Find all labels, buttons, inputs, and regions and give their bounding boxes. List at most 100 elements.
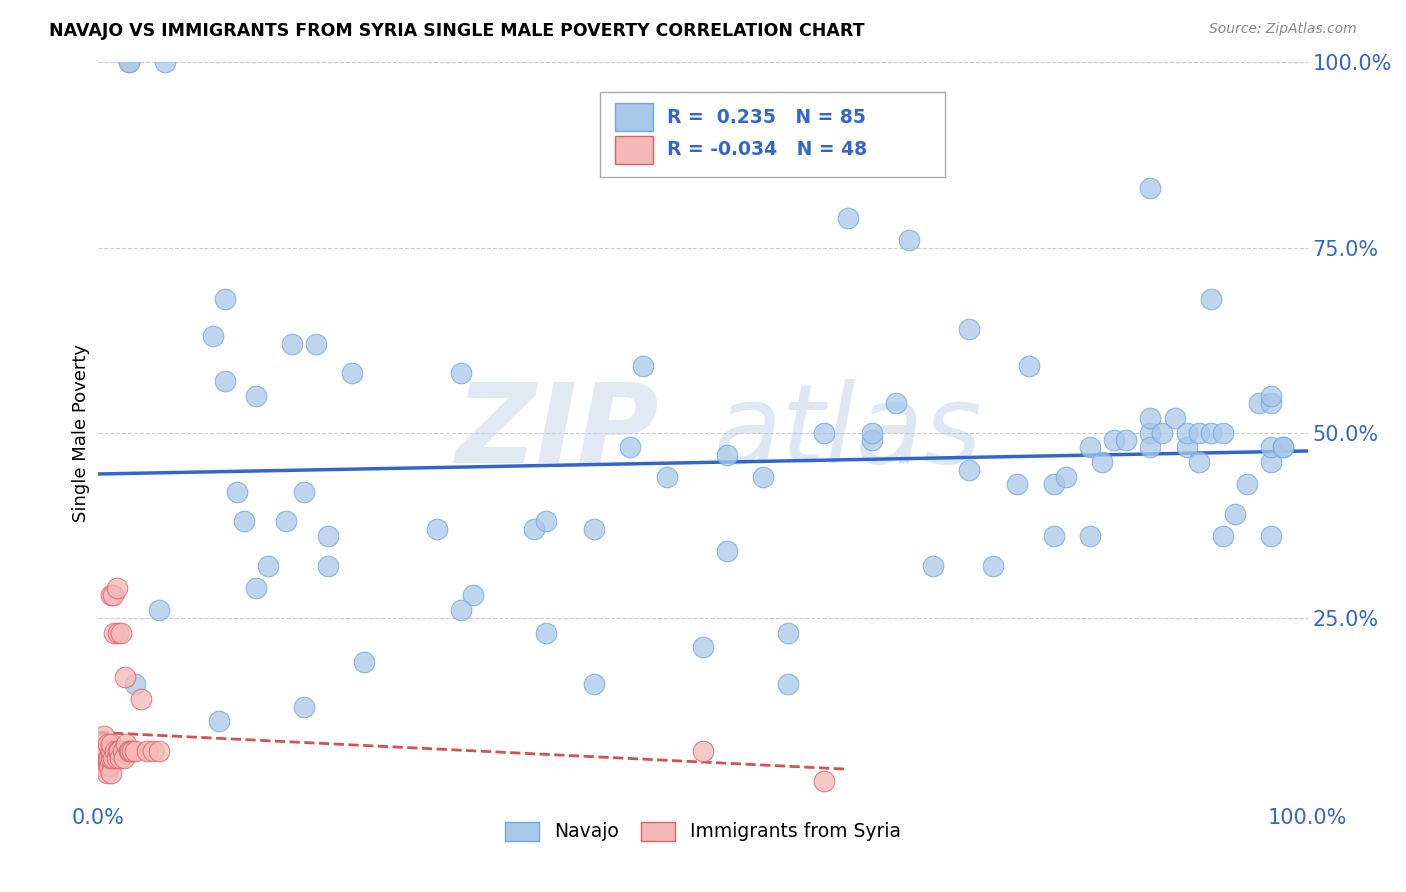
Point: [105, 581, 128, 595]
Point: [981, 558, 1004, 573]
Text: ZIP: ZIP: [456, 379, 659, 486]
Point: [107, 625, 129, 640]
Point: [1163, 410, 1185, 425]
Point: [776, 677, 799, 691]
Point: [100, 737, 122, 751]
Point: [1007, 477, 1029, 491]
Point: [101, 751, 124, 765]
Point: [232, 515, 254, 529]
Point: [1018, 359, 1040, 373]
Point: [91, 751, 114, 765]
Point: [1091, 455, 1114, 469]
Point: [1212, 425, 1234, 440]
Point: [957, 462, 980, 476]
Point: [114, 670, 136, 684]
Point: [1139, 410, 1161, 425]
Point: [100, 589, 122, 603]
Point: [105, 751, 128, 765]
Point: [1042, 477, 1064, 491]
Point: [1199, 293, 1222, 307]
Point: [245, 388, 267, 402]
Point: [118, 744, 141, 758]
Point: [837, 211, 859, 225]
Point: [108, 751, 131, 765]
Point: [1212, 529, 1234, 543]
Point: [450, 603, 472, 617]
Point: [97, 737, 120, 751]
Point: [1260, 396, 1282, 410]
Point: [1199, 425, 1222, 440]
Point: [94, 751, 117, 765]
Point: [112, 751, 135, 765]
Point: [281, 336, 304, 351]
Point: [1042, 529, 1064, 543]
Point: [208, 714, 231, 729]
Point: [316, 529, 339, 543]
Point: [274, 515, 297, 529]
Point: [1078, 441, 1101, 455]
Point: [534, 625, 557, 640]
Point: [118, 55, 141, 70]
Point: [104, 744, 127, 758]
Point: [813, 773, 835, 788]
Point: [108, 744, 131, 758]
Point: [93, 751, 115, 765]
Point: [450, 367, 472, 381]
Point: [534, 515, 557, 529]
Point: [655, 470, 678, 484]
Point: [921, 558, 943, 573]
Bar: [614, 136, 654, 164]
Point: [813, 425, 835, 440]
Point: [1078, 529, 1101, 543]
FancyBboxPatch shape: [600, 92, 945, 178]
Point: [860, 433, 883, 447]
Point: [226, 484, 249, 499]
Point: [619, 441, 641, 455]
Point: [135, 744, 157, 758]
Point: [153, 55, 176, 70]
Point: [96, 766, 118, 780]
Point: [1139, 181, 1161, 195]
Point: [110, 625, 132, 640]
Point: [1260, 455, 1282, 469]
Point: [118, 744, 141, 758]
Point: [776, 625, 799, 640]
Point: [1260, 441, 1282, 455]
Point: [129, 692, 152, 706]
Point: [1175, 441, 1198, 455]
Point: [245, 581, 267, 595]
Point: [98, 758, 121, 772]
Text: NAVAJO VS IMMIGRANTS FROM SYRIA SINGLE MALE POVERTY CORRELATION CHART: NAVAJO VS IMMIGRANTS FROM SYRIA SINGLE M…: [49, 22, 865, 40]
Point: [1223, 507, 1246, 521]
Point: [1054, 470, 1077, 484]
Point: [292, 484, 315, 499]
Point: [1272, 441, 1295, 455]
Point: [1249, 396, 1271, 410]
Point: [118, 55, 141, 70]
Point: [1115, 433, 1137, 447]
Point: [1152, 425, 1174, 440]
Point: [1139, 425, 1161, 440]
Point: [103, 625, 125, 640]
Point: [94, 744, 117, 758]
Point: [124, 677, 146, 691]
Point: [523, 522, 546, 536]
Point: [1102, 433, 1125, 447]
Point: [96, 751, 118, 765]
Point: [100, 766, 122, 780]
Point: [91, 737, 114, 751]
Point: [957, 322, 980, 336]
Point: [752, 470, 775, 484]
Point: [214, 293, 236, 307]
Y-axis label: Single Male Poverty: Single Male Poverty: [72, 343, 90, 522]
Point: [1188, 425, 1211, 440]
Point: [100, 744, 122, 758]
Point: [353, 655, 375, 669]
Point: [148, 744, 170, 758]
Bar: [614, 103, 654, 131]
Text: R =  0.235   N = 85: R = 0.235 N = 85: [666, 108, 866, 127]
Point: [142, 744, 165, 758]
Point: [1272, 441, 1295, 455]
Point: [94, 758, 117, 772]
Point: [692, 744, 714, 758]
